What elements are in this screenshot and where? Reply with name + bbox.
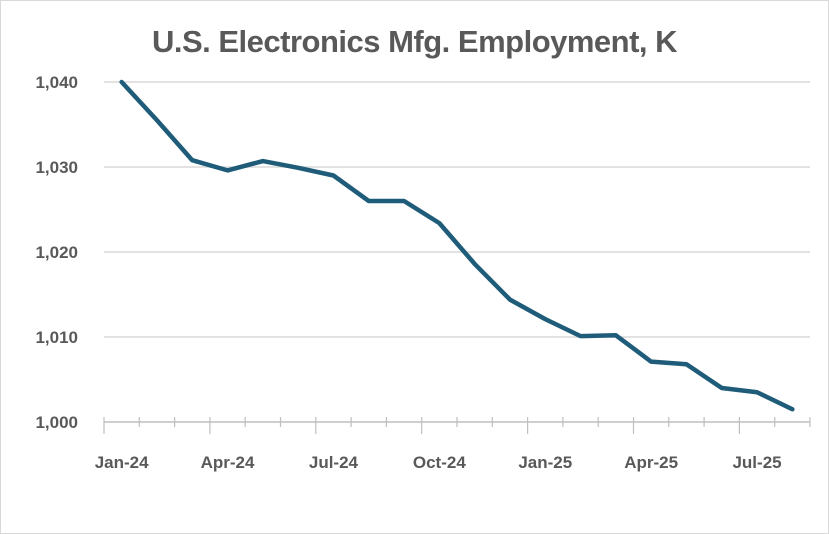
series-line [119,79,795,412]
x-tick-label: Jan-24 [95,453,149,472]
y-tick-label: 1,010 [35,328,78,347]
x-tick-label: Apr-25 [624,453,678,472]
x-tick-label: Jul-24 [309,453,359,472]
y-tick-label: 1,020 [35,243,78,262]
chart-title: U.S. Electronics Mfg. Employment, K [151,24,678,59]
x-tick-label: Oct-24 [413,453,466,472]
x-tick-label: Jan-25 [518,453,572,472]
y-tick-label: 1,040 [35,73,78,92]
y-tick-label: 1,000 [35,413,78,432]
x-tick-label: Apr-24 [201,453,255,472]
x-tick-label: Jul-25 [732,453,781,472]
y-tick-label: 1,030 [35,158,78,177]
